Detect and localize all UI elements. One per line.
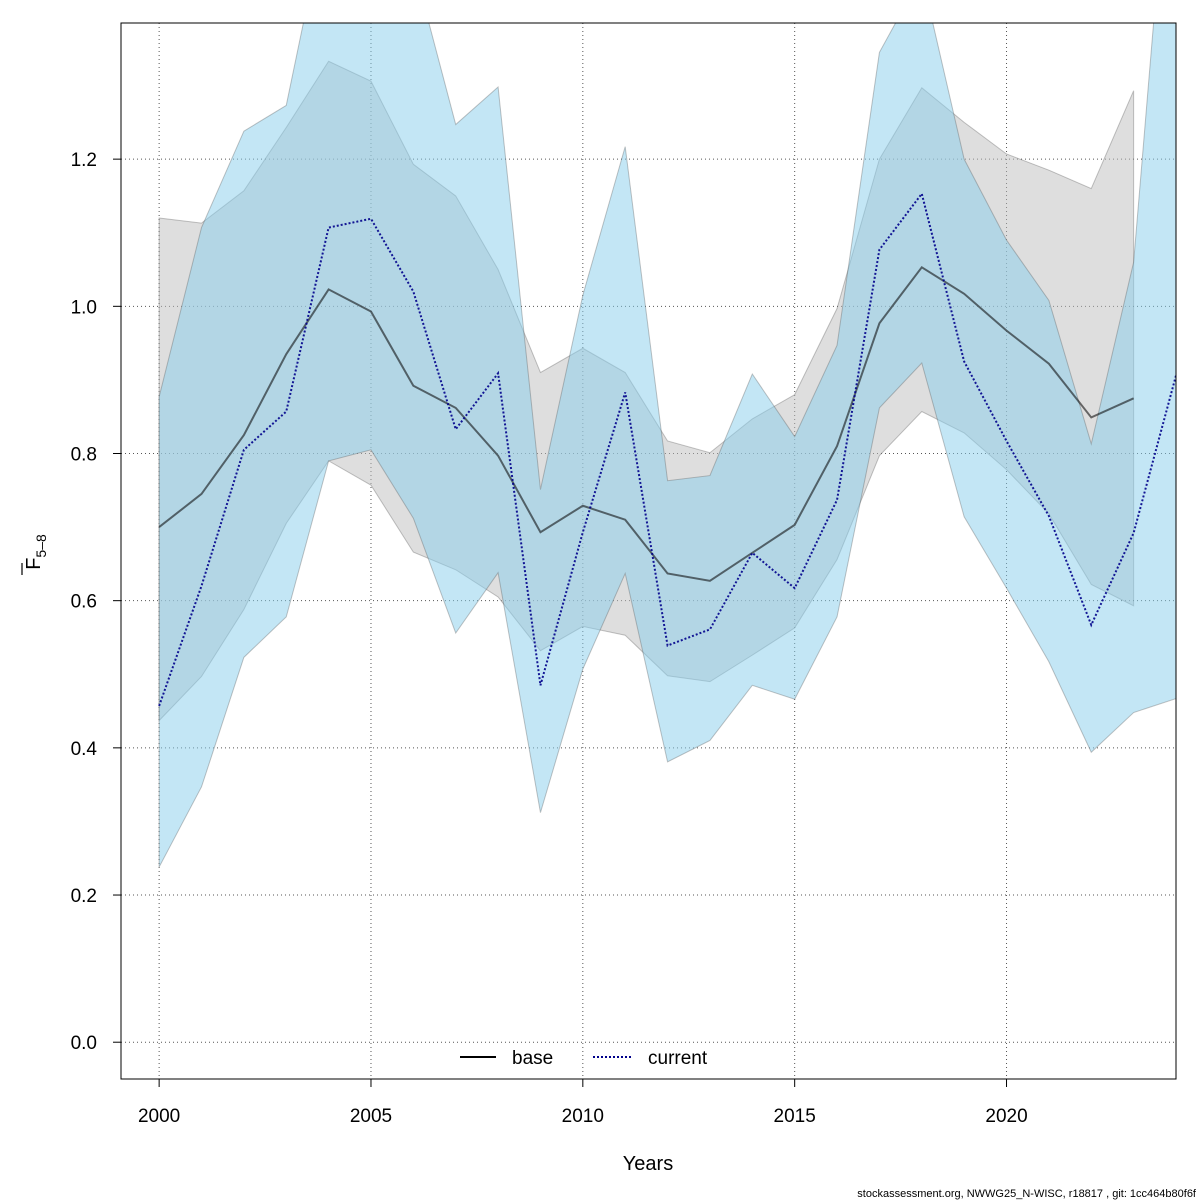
y-axis-title-base: F: [23, 558, 45, 570]
current-confidence-band: [158, 23, 1176, 868]
legend: base current: [460, 1048, 708, 1069]
legend-label-base: base: [512, 1048, 553, 1069]
confidence-bands: [158, 23, 1176, 868]
x-axis-title: Years: [623, 1153, 673, 1175]
y-tick-label-0.8: 0.8: [71, 444, 97, 465]
x-tick-label-2020: 2020: [985, 1106, 1027, 1127]
x-tick-label-2015: 2015: [774, 1106, 816, 1127]
axes: 2000 2005 2010 2015 2020 0.0 0.2 0.4 0.6 0.8 1.0 1.…: [71, 150, 1028, 1127]
series-lines: [158, 191, 1176, 707]
y-axis-title-subscript: 5–8: [33, 534, 49, 558]
footer-note: stockassessment.org, NWWG25_N-WISC, r188…: [857, 1188, 1197, 1200]
y-tick-label-1.0: 1.0: [71, 297, 97, 318]
y-tick-label-0.0: 0.0: [71, 1033, 97, 1054]
y-tick-label-0.2: 0.2: [71, 886, 97, 907]
y-tick-label-1.2: 1.2: [71, 150, 97, 171]
x-tick-label-2005: 2005: [350, 1106, 392, 1127]
legend-label-current: current: [648, 1048, 708, 1069]
x-tick-label-2010: 2010: [562, 1106, 604, 1127]
base-line: [158, 265, 1135, 582]
x-tick-label-2000: 2000: [138, 1106, 180, 1127]
y-axis-title: F5–8: [23, 534, 49, 570]
y-tick-label-0.6: 0.6: [71, 592, 97, 613]
y-tick-label-0.4: 0.4: [71, 739, 98, 760]
current-line: [158, 191, 1176, 707]
